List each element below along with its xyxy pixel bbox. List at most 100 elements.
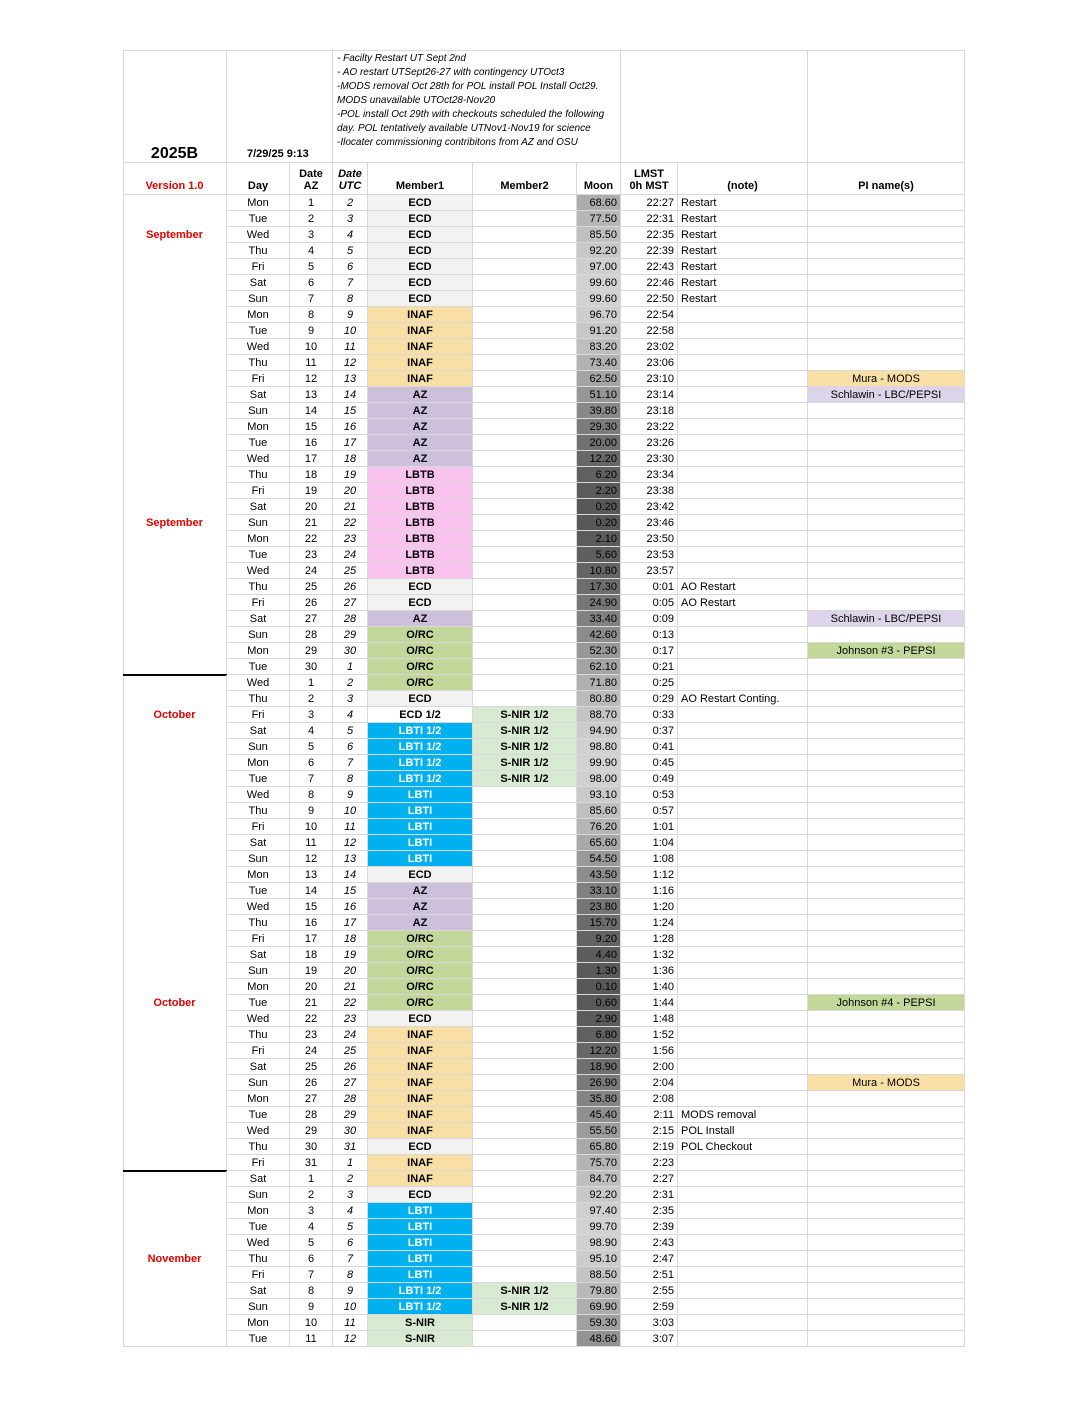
date-az: 26	[290, 1075, 333, 1091]
lmst: 23:26	[621, 435, 678, 451]
member1: ECD	[368, 691, 473, 707]
date-az: 27	[290, 1091, 333, 1107]
moon: 88.70	[577, 707, 621, 723]
pi-name-empty	[808, 851, 965, 867]
date-az: 19	[290, 483, 333, 499]
date-utc: 30	[333, 643, 368, 659]
note: MODS removal	[678, 1107, 808, 1123]
lmst: 3:07	[621, 1331, 678, 1347]
date-utc: 1	[333, 659, 368, 675]
member1: LBTI 1/2	[368, 739, 473, 755]
month-label-empty	[123, 819, 227, 835]
day: Sat	[227, 723, 290, 739]
note: AO Restart	[678, 595, 808, 611]
date-az: 27	[290, 611, 333, 627]
member1: INAF	[368, 1075, 473, 1091]
date-utc: 25	[333, 563, 368, 579]
month-label-empty	[123, 835, 227, 851]
moon: 39.80	[577, 403, 621, 419]
month-label-empty	[123, 355, 227, 371]
note-empty	[678, 979, 808, 995]
member2-empty	[473, 227, 577, 243]
moon: 24.90	[577, 595, 621, 611]
day: Wed	[227, 227, 290, 243]
lmst: 22:46	[621, 275, 678, 291]
note-empty	[678, 963, 808, 979]
note-empty	[678, 1203, 808, 1219]
note-line: - Facilty Restart UT Sept 2nd	[337, 53, 466, 64]
date-utc: 10	[333, 803, 368, 819]
date-az: 31	[290, 1155, 333, 1171]
lmst: 0:53	[621, 787, 678, 803]
member1: INAF	[368, 355, 473, 371]
date-utc: 6	[333, 739, 368, 755]
moon: 17.30	[577, 579, 621, 595]
moon: 73.40	[577, 355, 621, 371]
pi-name-empty	[808, 1283, 965, 1299]
date-utc: 6	[333, 259, 368, 275]
day: Mon	[227, 1315, 290, 1331]
day: Thu	[227, 1139, 290, 1155]
date-utc: 24	[333, 547, 368, 563]
date-az: 6	[290, 1251, 333, 1267]
note: Restart	[678, 195, 808, 211]
day: Fri	[227, 595, 290, 611]
day: Tue	[227, 771, 290, 787]
member2-empty	[473, 1075, 577, 1091]
member2-empty	[473, 1107, 577, 1123]
month-label-empty	[123, 451, 227, 467]
note-empty	[678, 755, 808, 771]
note-empty	[678, 1155, 808, 1171]
bottom-border	[123, 1346, 227, 1347]
member2-empty	[473, 899, 577, 915]
month-label-empty	[123, 579, 227, 595]
date-az: 22	[290, 531, 333, 547]
pi-name-empty	[808, 195, 965, 211]
moon: 93.10	[577, 787, 621, 803]
pi-name: Johnson #4 - PEPSI	[808, 995, 965, 1011]
column-header: Day	[227, 163, 290, 195]
member2-empty	[473, 243, 577, 259]
pi-name-empty	[808, 979, 965, 995]
moon: 59.30	[577, 1315, 621, 1331]
member2-empty	[473, 467, 577, 483]
pi-name: Mura - MODS	[808, 371, 965, 387]
member1: LBTI	[368, 1235, 473, 1251]
date-utc: 10	[333, 1299, 368, 1315]
date-utc: 31	[333, 1139, 368, 1155]
note-empty	[678, 947, 808, 963]
member1: ECD	[368, 275, 473, 291]
day: Wed	[227, 1123, 290, 1139]
date-az: 8	[290, 787, 333, 803]
date-utc: 15	[333, 883, 368, 899]
pi-name-empty	[808, 691, 965, 707]
day: Sat	[227, 835, 290, 851]
day: Sat	[227, 275, 290, 291]
month-label-empty	[123, 307, 227, 323]
member2-empty	[473, 419, 577, 435]
note-empty	[678, 883, 808, 899]
member1: S-NIR	[368, 1315, 473, 1331]
lmst: 23:50	[621, 531, 678, 547]
date-az: 6	[290, 275, 333, 291]
day: Tue	[227, 659, 290, 675]
note-empty	[678, 1299, 808, 1315]
moon: 1.30	[577, 963, 621, 979]
month-label-empty	[123, 627, 227, 643]
month-label-empty	[123, 259, 227, 275]
date-az: 11	[290, 835, 333, 851]
member2-empty	[473, 1203, 577, 1219]
month-label-empty	[123, 1171, 227, 1187]
note-empty	[678, 1219, 808, 1235]
member2-empty	[473, 1267, 577, 1283]
member1: LBTI	[368, 1203, 473, 1219]
note-empty	[678, 483, 808, 499]
pi-name-empty	[808, 723, 965, 739]
moon: 99.90	[577, 755, 621, 771]
date-az: 7	[290, 1267, 333, 1283]
lmst: 1:04	[621, 835, 678, 851]
member2-empty	[473, 787, 577, 803]
pi-name-empty	[808, 883, 965, 899]
lmst: 2:11	[621, 1107, 678, 1123]
note: Restart	[678, 291, 808, 307]
